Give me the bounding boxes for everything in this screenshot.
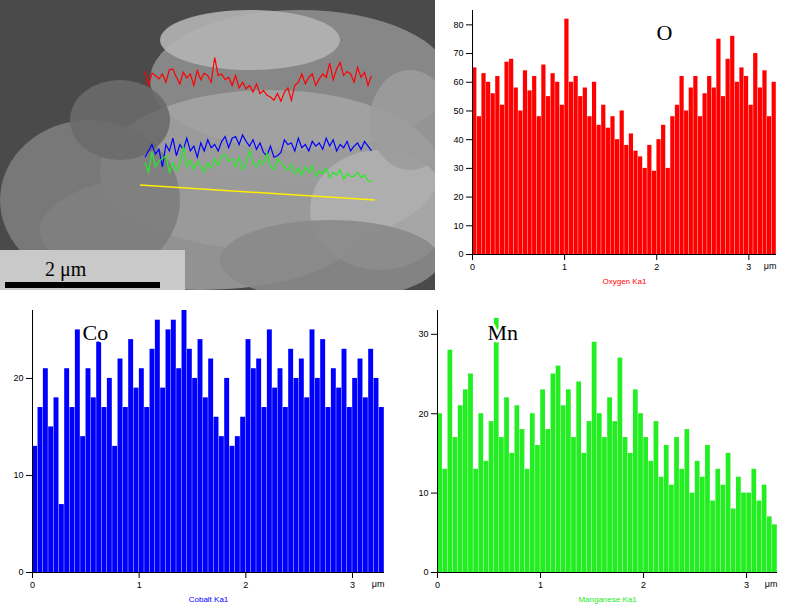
svg-text:Co: Co [83, 320, 109, 345]
svg-text:70: 70 [453, 48, 463, 58]
svg-text:80: 80 [453, 20, 463, 30]
svg-text:10: 10 [418, 488, 428, 498]
svg-text:1: 1 [137, 580, 142, 590]
svg-text:2: 2 [654, 262, 659, 272]
svg-text:0: 0 [423, 567, 428, 577]
svg-text:μm: μm [765, 579, 778, 589]
svg-text:0: 0 [470, 262, 475, 272]
svg-text:2: 2 [641, 580, 646, 590]
svg-text:1: 1 [562, 262, 567, 272]
svg-text:Manganese Ka1: Manganese Ka1 [578, 595, 637, 604]
svg-text:0: 0 [458, 249, 463, 259]
svg-text:20: 20 [418, 409, 428, 419]
svg-text:60: 60 [453, 77, 463, 87]
svg-text:3: 3 [350, 580, 355, 590]
svg-text:2 μm: 2 μm [45, 258, 87, 281]
svg-text:30: 30 [418, 329, 428, 339]
svg-text:30: 30 [453, 163, 463, 173]
svg-text:20: 20 [453, 192, 463, 202]
svg-text:0: 0 [18, 567, 23, 577]
svg-text:1: 1 [538, 580, 543, 590]
svg-text:0: 0 [30, 580, 35, 590]
svg-text:50: 50 [453, 106, 463, 116]
svg-text:20: 20 [13, 373, 23, 383]
svg-text:10: 10 [453, 221, 463, 231]
svg-text:10: 10 [13, 470, 23, 480]
svg-text:Mn: Mn [488, 320, 519, 345]
svg-text:μm: μm [764, 261, 777, 271]
svg-text:O: O [657, 20, 673, 45]
svg-text:2: 2 [243, 580, 248, 590]
svg-text:μm: μm [372, 579, 385, 589]
svg-text:0: 0 [435, 580, 440, 590]
svg-text:40: 40 [453, 135, 463, 145]
svg-text:3: 3 [746, 262, 751, 272]
svg-text:Oxygen Ka1: Oxygen Ka1 [602, 277, 647, 286]
svg-text:3: 3 [744, 580, 749, 590]
svg-text:Cobalt Ka1: Cobalt Ka1 [189, 595, 229, 604]
